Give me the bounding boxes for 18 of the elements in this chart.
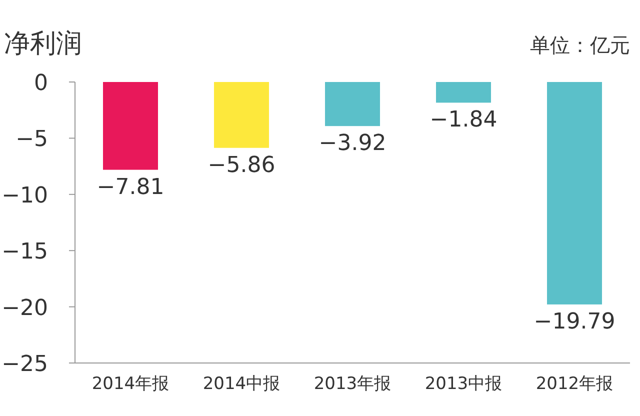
x-tick-label: 2014中报 xyxy=(202,374,280,394)
text: 单位：亿元 xyxy=(530,33,630,57)
x-tick-label: 2013中报 xyxy=(424,374,502,394)
y-tick-label: −5 xyxy=(16,127,48,152)
data-label: −3.92 xyxy=(318,131,386,156)
data-label: −1.84 xyxy=(430,108,498,133)
y-tick-label: −10 xyxy=(2,183,48,208)
y-tick-label: −15 xyxy=(2,240,48,265)
x-tick-label: 2012年报 xyxy=(536,374,614,394)
data-label: −5.86 xyxy=(208,152,276,178)
x-tick-label: 2014年报 xyxy=(92,374,170,394)
chart-title: 净利润 xyxy=(4,29,82,59)
data-label: −19.79 xyxy=(534,309,616,334)
x-tick-label: 2013年报 xyxy=(314,374,392,394)
y-tick-label: −25 xyxy=(2,352,48,377)
y-tick-label: −20 xyxy=(2,296,48,321)
y-tick-label: 0 xyxy=(34,71,48,96)
data-label: −7.81 xyxy=(96,174,164,200)
